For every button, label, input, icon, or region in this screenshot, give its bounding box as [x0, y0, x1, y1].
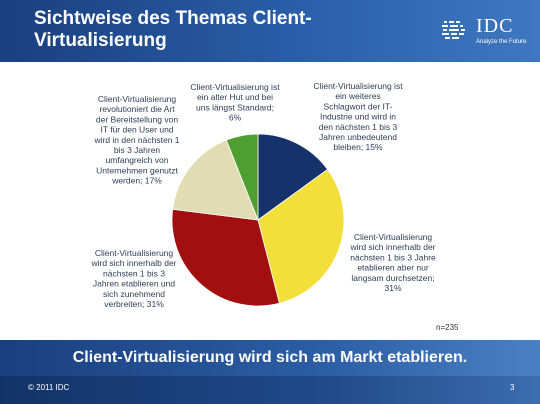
slice-label-2: Client-Virtualisierung wird sich innerhal…	[349, 232, 436, 293]
idc-globe-icon	[442, 21, 465, 39]
header-bar: Sichtweise des Themas Client-Virtualisie…	[0, 0, 540, 62]
idc-logo-tagline: Analyze the Future	[476, 39, 527, 45]
slice-label-4: Client-Virtualisierung revolutioniert die…	[93, 94, 179, 186]
idc-logo-name: IDC	[476, 15, 514, 37]
sample-size: n=235	[436, 323, 459, 332]
slice-label-5: Client-Virtualisierung ist ein alter Hut …	[190, 82, 280, 123]
footer-bar: © 2011 IDC 3	[0, 376, 540, 404]
pie-chart: Client-Virtualisierung ist ein weiteres Sc…	[90, 81, 436, 309]
pie-slice-2	[257, 168, 345, 304]
copyright: © 2011 IDC	[28, 383, 70, 392]
pie-slice-1	[257, 133, 329, 221]
pie-slice-4	[172, 139, 259, 221]
idc-logo: IDC Analyze the Future	[436, 14, 532, 50]
pie-slice-3	[171, 208, 280, 307]
slice-label-3: Client-Virtualisierung wird sich innerhal…	[90, 248, 176, 309]
slide-title: Sichtweise des Themas Client-Virtualisie…	[34, 8, 312, 51]
slice-label-1: Client-Virtualisierung ist ein weiteres Sc…	[313, 81, 403, 152]
pie-slice-5	[225, 133, 259, 221]
conclusion-banner: Client-Virtualisierung wird sich am Mark…	[0, 340, 540, 376]
page-number: 3	[510, 383, 515, 392]
